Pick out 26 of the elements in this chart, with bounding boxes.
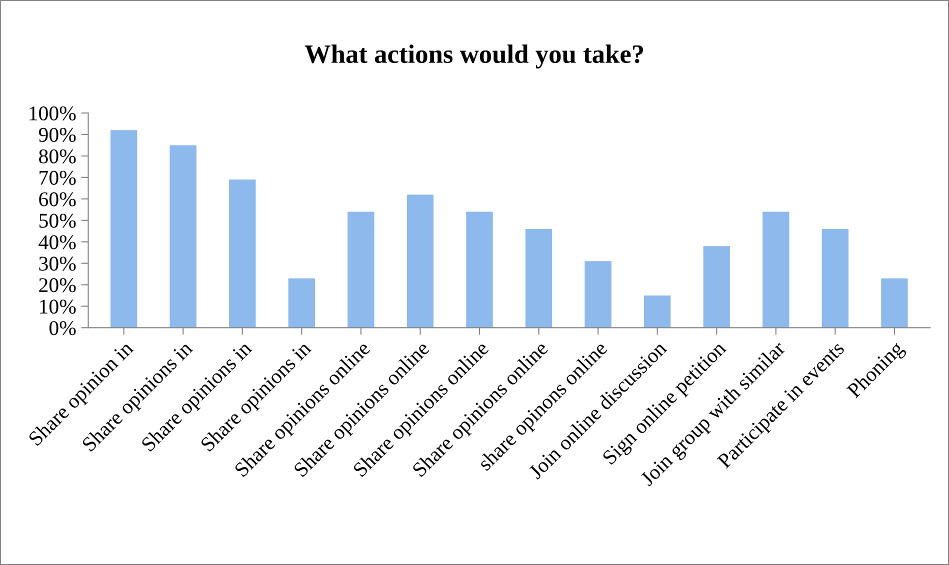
y-tick-label: 40% bbox=[38, 235, 76, 250]
y-tick-label: 90% bbox=[38, 128, 76, 142]
y-tick-label: 100% bbox=[30, 106, 76, 120]
bar bbox=[170, 145, 196, 328]
bar bbox=[822, 228, 849, 328]
bar bbox=[288, 278, 315, 328]
bar bbox=[348, 212, 374, 328]
y-tick-label: 80% bbox=[39, 149, 76, 164]
chart-title: What actions would you take? bbox=[304, 44, 644, 69]
y-tick-label: 60% bbox=[39, 192, 76, 206]
y-tick-label: 10% bbox=[40, 300, 76, 314]
y-tick-label: 70% bbox=[40, 170, 76, 185]
bar bbox=[525, 228, 552, 328]
bar bbox=[881, 278, 908, 328]
bar bbox=[644, 295, 671, 328]
bar bbox=[584, 261, 612, 328]
y-tick-label: 50% bbox=[39, 214, 76, 228]
bar bbox=[466, 212, 493, 328]
bar bbox=[229, 180, 256, 328]
bar bbox=[762, 212, 790, 328]
bar bbox=[406, 194, 434, 328]
y-tick-label: 30% bbox=[39, 256, 76, 271]
bar bbox=[110, 130, 138, 328]
bar bbox=[703, 246, 730, 328]
y-tick-label: 20% bbox=[39, 278, 76, 292]
y-tick-label: 0% bbox=[49, 321, 76, 336]
